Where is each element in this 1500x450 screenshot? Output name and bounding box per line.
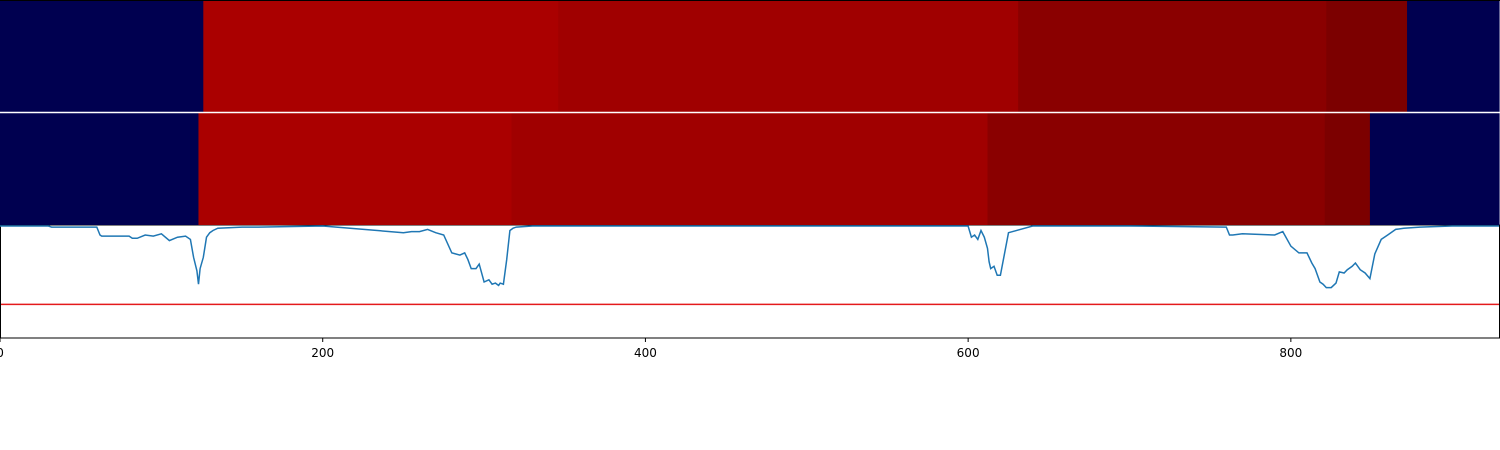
line-plot-panel <box>0 224 1500 339</box>
heatmap-top-segment-6 <box>1407 0 1500 113</box>
heatmap-bottom-segment-3 <box>511 112 989 225</box>
heatmap-bottom-segment-1 <box>0 112 200 225</box>
series-line <box>0 225 1499 289</box>
x-axis: 0 200 400 600 800 <box>0 338 1302 360</box>
heatmap-top-segment-4 <box>1018 0 1327 113</box>
x-tick-label-200: 200 <box>311 346 334 360</box>
heatmap-bottom-segment-4 <box>987 112 1326 225</box>
heatmap-top-segment-2 <box>203 0 559 113</box>
heatmap-bottom-segment-6 <box>1369 112 1500 225</box>
x-tick-label-400: 400 <box>634 346 657 360</box>
x-tick-label-800: 800 <box>1279 346 1302 360</box>
x-tick-label-0: 0 <box>0 346 4 360</box>
heatmap-strip-top <box>0 0 1500 113</box>
x-tick-label-600: 600 <box>957 346 980 360</box>
heatmap-top-segment-1 <box>0 0 204 113</box>
heatmap-strip-bottom <box>0 112 1500 225</box>
heatmap-top-segment-5 <box>1326 0 1408 113</box>
heatmap-bottom-segment-5 <box>1324 112 1371 225</box>
heatmap-top-segment-3 <box>558 0 1019 113</box>
heatmap-bottom-segment-2 <box>198 112 513 225</box>
line-plot-frame <box>0 224 1500 339</box>
